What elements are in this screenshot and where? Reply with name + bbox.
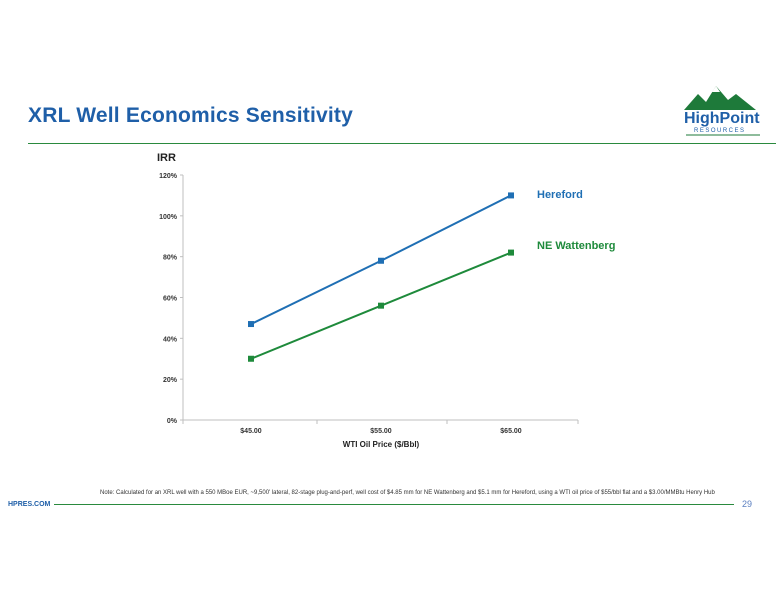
data-point <box>248 321 254 328</box>
data-point <box>508 249 514 256</box>
footer-divider <box>54 504 734 505</box>
slide-title: XRL Well Economics Sensitivity <box>28 104 353 127</box>
data-point <box>248 355 254 362</box>
footnote: Note: Calculated for an XRL well with a … <box>100 490 715 496</box>
mountain-logo-icon <box>684 86 760 136</box>
series-label: Hereford <box>537 189 583 201</box>
footer-website[interactable]: HPRES.COM <box>8 501 51 508</box>
data-point <box>508 192 514 199</box>
logo-wordmark: HighPoint <box>684 110 760 127</box>
y-tick-label: 120% <box>159 173 178 180</box>
chart-title: IRR <box>157 152 176 164</box>
y-tick-label: 20% <box>163 377 178 384</box>
page-number: 29 <box>742 499 753 509</box>
logo-subtitle: RESOURCES <box>694 128 746 134</box>
data-point <box>378 302 384 309</box>
x-tick-label: $45.00 <box>240 428 262 435</box>
y-tick-label: 60% <box>163 296 178 303</box>
x-tick-label: $65.00 <box>500 428 522 435</box>
series-label: NE Wattenberg <box>537 240 615 252</box>
title-divider <box>28 143 776 144</box>
x-axis-label: WTI Oil Price ($/Bbl) <box>343 440 420 449</box>
y-tick-label: 80% <box>163 255 178 262</box>
y-tick-label: 100% <box>159 214 178 221</box>
y-tick-label: 0% <box>167 418 178 425</box>
y-tick-label: 40% <box>163 336 178 343</box>
data-point <box>378 257 384 264</box>
x-tick-label: $55.00 <box>370 428 392 435</box>
